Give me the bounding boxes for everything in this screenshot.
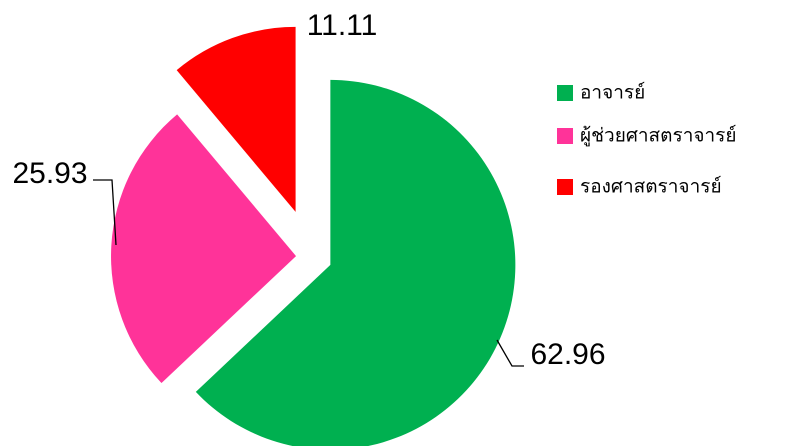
pie-slice xyxy=(195,79,516,446)
legend-swatch xyxy=(557,85,573,101)
data-label: 25.93 xyxy=(12,157,87,190)
legend-label: รองศาสตราจารย์ xyxy=(580,176,722,198)
legend-label: ผู้ช่วยศาสตราจารย์ xyxy=(580,125,737,147)
leader-line xyxy=(496,339,524,367)
data-label: 11.11 xyxy=(307,9,378,42)
data-label: 62.96 xyxy=(530,338,605,371)
legend-label: อาจารย์ xyxy=(580,82,645,104)
pie-slice xyxy=(111,114,297,384)
legend-swatch xyxy=(557,179,573,195)
leader-line xyxy=(93,179,117,246)
legend-swatch xyxy=(557,128,573,144)
pie-slice xyxy=(176,26,296,212)
